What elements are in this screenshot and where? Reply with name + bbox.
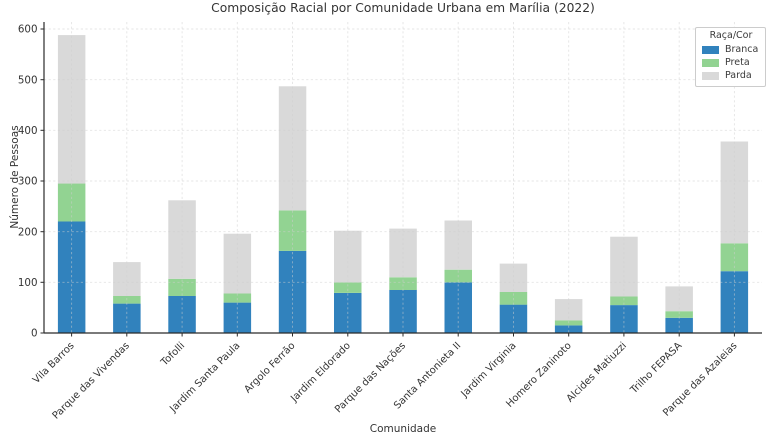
y-axis-label: Número de Pessoas: [9, 125, 21, 229]
legend-label: Preta: [725, 57, 750, 69]
legend-title: Raça/Cor: [709, 30, 753, 41]
chart-title: Composição Racial por Comunidade Urbana …: [211, 1, 595, 15]
bar-segment-preta: [389, 277, 417, 290]
x-axis-label: Comunidade: [369, 423, 437, 435]
x-tick-label: Vila Barros: [31, 340, 77, 386]
x-tick-label: Trilho FEPASA: [628, 340, 684, 396]
bar-segment-branca: [278, 250, 307, 333]
x-tick-label: Argolo Ferrão: [242, 340, 297, 395]
y-tick-label: 400: [18, 125, 38, 137]
x-tick-label: Tofolli: [159, 340, 188, 369]
bar-segment-preta: [168, 278, 196, 296]
legend-entry-parda: Parda: [702, 71, 760, 81]
bar-segment-parda: [554, 299, 583, 321]
x-tick-label: Alcides Matiuzzi: [565, 340, 629, 404]
x-tick-label: Jardim Eldorado: [288, 340, 353, 405]
bar-segment-parda: [499, 263, 528, 292]
legend-swatch-icon: [702, 58, 719, 68]
bar-segment-preta: [334, 282, 362, 293]
x-tick-label: Jardim Virginia: [459, 340, 519, 400]
y-tick-label: 100: [18, 277, 38, 289]
legend-items: Branca Preta Parda: [702, 45, 760, 81]
y-tick-label: 200: [18, 226, 38, 238]
legend-entry-preta: Preta: [702, 58, 760, 68]
bar-segment-preta: [610, 296, 638, 306]
y-tick-label: 500: [18, 74, 38, 86]
legend-swatch-icon: [702, 71, 719, 81]
bar-segment-preta: [665, 311, 693, 318]
legend-label: Parda: [725, 70, 752, 82]
bar-segment-branca: [554, 325, 583, 333]
legend-label: Branca: [725, 44, 759, 56]
bar-segment-branca: [665, 317, 693, 333]
y-tick-label: 600: [18, 24, 38, 36]
bar-segment-branca: [610, 305, 638, 333]
legend-swatch-icon: [702, 45, 719, 55]
legend: Raça/Cor Branca Preta Parda: [695, 27, 766, 87]
legend-entry-branca: Branca: [702, 45, 760, 55]
y-tick-label: 0: [31, 328, 38, 340]
y-tick-label: 300: [18, 176, 38, 188]
